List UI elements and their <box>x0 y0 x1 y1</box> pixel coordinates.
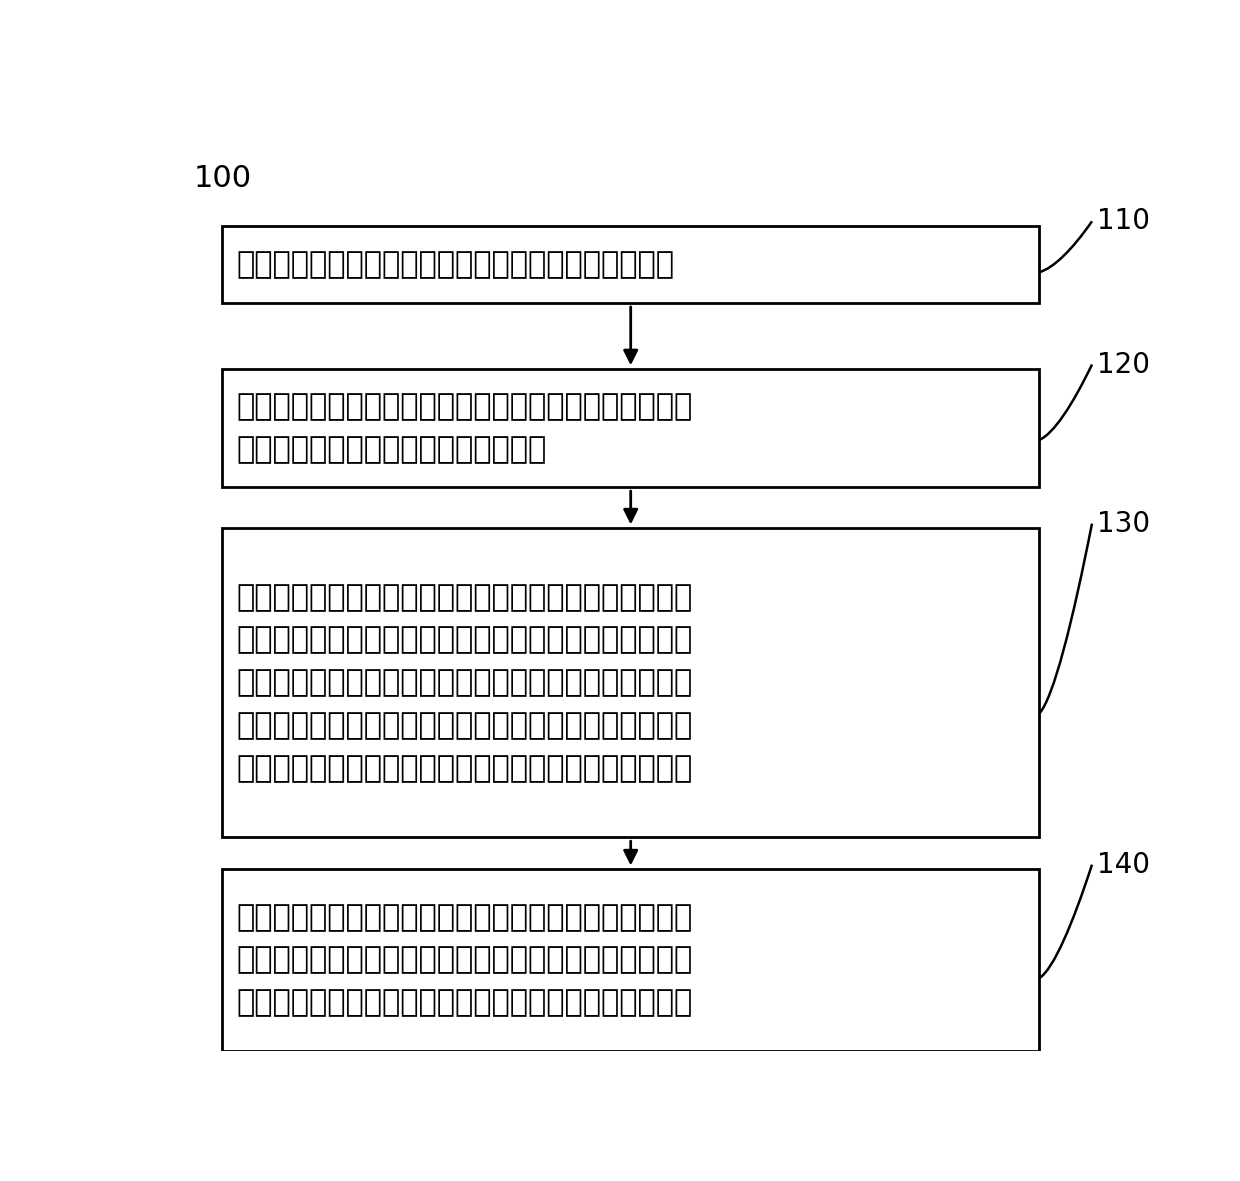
Bar <box>222 869 1039 1051</box>
Text: 110: 110 <box>1096 208 1149 235</box>
Text: 130: 130 <box>1096 510 1149 537</box>
Text: 140: 140 <box>1096 850 1149 879</box>
Text: 采用直流梯度磁场在磁纳米粒子试剂内产生零磁场空间: 采用直流梯度磁场在磁纳米粒子试剂内产生零磁场空间 <box>237 250 675 279</box>
Bar <box>222 528 1039 837</box>
Text: 采用阶梯三角波驱动磁场，改变零磁场空间的零磁场点在
磁纳米粒子试剂的待成像区域内的位置: 采用阶梯三角波驱动磁场，改变零磁场空间的零磁场点在 磁纳米粒子试剂的待成像区域内… <box>237 392 693 464</box>
Text: 100: 100 <box>193 164 252 194</box>
Text: 在每个位置处，施加不同磁场强度的脉冲静磁场及其对应
的射频脉冲，通过设置于脉冲静磁场中的探测线圈，检测
该位置处磁纳米粒子试剂在每一磁场强度下的第一共振频
率，: 在每个位置处，施加不同磁场强度的脉冲静磁场及其对应 的射频脉冲，通过设置于脉冲静… <box>237 582 693 783</box>
Bar <box>222 368 1039 488</box>
Text: 基于每个位置处对应的多个频率变化量，构建以该位置处
磁纳米粒子的温度和浓度为变量的方程组，计算得到该位
置处磁纳米粒子的温度和浓度，实现温度成像和浓度成像: 基于每个位置处对应的多个频率变化量，构建以该位置处 磁纳米粒子的温度和浓度为变量… <box>237 902 693 1018</box>
Bar <box>222 226 1039 304</box>
Text: 120: 120 <box>1096 351 1149 379</box>
